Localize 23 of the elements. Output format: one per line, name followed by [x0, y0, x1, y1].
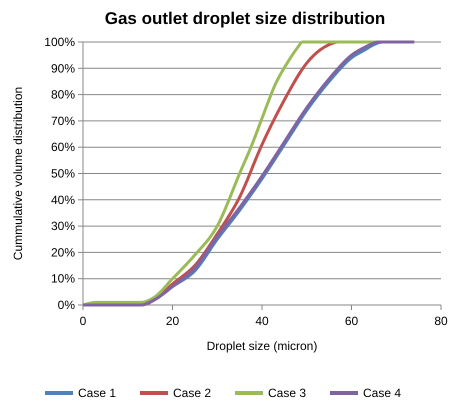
y-tick-label: 90%	[50, 61, 76, 76]
x-tick-label: 60	[344, 314, 358, 328]
x-tick-label: 20	[166, 314, 180, 328]
y-tick-label: 80%	[50, 88, 76, 102]
x-tick-label: 40	[255, 314, 269, 328]
legend-label: Case 1	[78, 386, 116, 400]
y-tick-label: 50%	[50, 166, 76, 180]
y-tick-label: 100%	[44, 35, 76, 49]
y-tick-label: 70%	[50, 114, 76, 128]
y-tick-label: 60%	[50, 140, 76, 154]
y-tick-label: 0%	[58, 298, 76, 312]
y-tick-label: 30%	[50, 219, 76, 234]
legend-label: Case 2	[173, 386, 212, 400]
chart-title: Gas outlet droplet size distribution	[104, 9, 386, 28]
y-tick-label: 20%	[50, 245, 76, 260]
legend-label: Case 4	[363, 386, 402, 400]
x-tick-label: 80	[434, 314, 448, 328]
x-axis-title: Droplet size (micron)	[206, 339, 318, 353]
y-tick-label: 40%	[50, 192, 76, 207]
y-axis-title: Cummulative volume distribution	[11, 86, 25, 260]
legend-label: Case 3	[268, 386, 306, 400]
y-tick-label: 10%	[50, 272, 76, 286]
x-tick-label: 0	[80, 314, 87, 328]
